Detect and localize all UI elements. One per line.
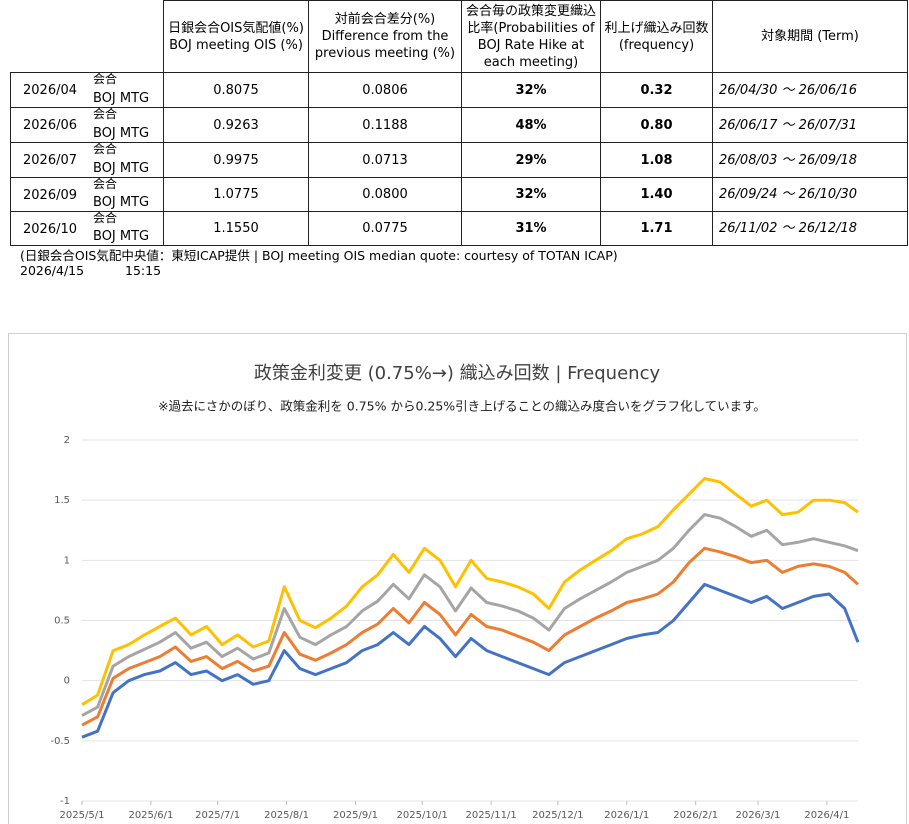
timestamp-time: 15:15 [125, 263, 162, 278]
x-tick-label: 2025/12/1 [532, 810, 583, 821]
series-line [81, 477, 859, 706]
cell-value: 0.0806 [362, 82, 408, 98]
meeting-en: BOJ MTG [93, 91, 150, 106]
x-tick-label: 2026/3/1 [735, 810, 780, 821]
header-text: BOJ Rate Hike at [477, 37, 585, 53]
cell-value: 1.0775 [213, 187, 259, 202]
meeting-month: 2026/04 [23, 83, 78, 98]
term: 26/11/02 ～ 26/12/18 [719, 221, 858, 236]
meeting-month: 2026/06 [23, 118, 78, 133]
term-cell: 26/11/02 ～ 26/12/18 [712, 211, 908, 246]
cell-value: 29% [515, 152, 547, 168]
cell-value: 0.80 [640, 117, 673, 133]
term: 26/04/30 ～ 26/06/16 [719, 82, 858, 98]
cell-value: 31% [515, 221, 547, 236]
meeting-jp: 会合 [93, 107, 118, 121]
meeting-jp: 会合 [93, 211, 118, 225]
cell-value: 32% [515, 82, 547, 98]
header-text: 比率(Probabilities of [467, 20, 595, 36]
note: (日銀会合OIS気配中央値：東短ICAP提供 | BOJ meeting OIS… [20, 248, 618, 263]
meeting-jp: 会合 [93, 177, 118, 191]
cell-value: 0.9263 [213, 117, 259, 133]
x-tick-label: 2025/6/1 [128, 810, 173, 821]
header-text: 対前会合差分(%) [334, 12, 436, 27]
timestamp-date: 2026/4/15 [20, 263, 85, 278]
term: 26/06/17 ～ 26/07/31 [719, 117, 858, 133]
x-tick-label: 2025/9/1 [333, 810, 378, 821]
y-tick-label: -1 [60, 796, 70, 807]
cell-value: 0.0800 [362, 187, 408, 202]
cell-value: 1.1550 [213, 221, 259, 236]
cell-value: 1.08 [640, 152, 673, 168]
series-line [81, 582, 860, 739]
meeting-en: BOJ MTG [93, 126, 150, 141]
header-text: 日銀会合OIS気配値(%) [168, 20, 304, 36]
x-tick-label: 2025/11/1 [465, 810, 516, 821]
header-text: BOJ meeting OIS (%) [169, 37, 303, 53]
meeting-jp: 会合 [93, 142, 118, 156]
cell-value: 0.32 [640, 82, 673, 98]
header-text: (frequency) [618, 37, 695, 53]
x-tick-label: 2025/10/1 [397, 810, 448, 821]
y-tick-label: 0 [64, 676, 70, 687]
meeting-en: BOJ MTG [93, 195, 150, 210]
term-cell: 26/06/17 ～ 26/07/31 [712, 107, 908, 143]
y-tick-label: 1 [64, 555, 70, 566]
meeting-en: BOJ MTG [93, 229, 150, 244]
term: 26/09/24 ～ 26/10/30 [719, 187, 858, 202]
row-label-cell: 2026/10 会合 BOJ MTG [10, 211, 164, 246]
chart-frame [8, 333, 907, 824]
meeting-month: 2026/10 [23, 221, 78, 237]
cell-value: 48% [515, 117, 547, 133]
y-tick-label: -0.5 [50, 736, 70, 747]
meeting-en: BOJ MTG [93, 161, 150, 176]
y-tick-label: 1.5 [54, 495, 70, 506]
header-text: previous meeting (%) [314, 46, 456, 61]
chart-title: 政策金利変更 (0.75%→) 織込み回数 | Frequency [254, 363, 661, 384]
cell-value: 1.40 [640, 187, 673, 202]
x-tick-label: 2026/1/1 [604, 810, 649, 821]
cell-value: 0.9975 [213, 152, 259, 168]
cell-value: 1.71 [640, 221, 673, 236]
x-tick-label: 2026/4/1 [804, 810, 849, 821]
x-tick-label: 2025/7/1 [195, 810, 240, 821]
x-tick-label: 2025/5/1 [60, 810, 105, 821]
x-tick-label: 2026/2/1 [673, 810, 718, 821]
x-tick-label: 2025/8/1 [264, 810, 309, 821]
meeting-month: 2026/07 [23, 153, 78, 168]
y-tick-label: 2 [64, 435, 70, 446]
meeting-jp: 会合 [93, 72, 118, 86]
cell-value: 0.8075 [213, 82, 259, 98]
chart-subtitle: ※過去にさかのぼり、政策金利を 0.75% から0.25%引き上げることの織込み… [158, 399, 766, 414]
header-text: Difference from the [321, 29, 449, 44]
meeting-month: 2026/09 [23, 187, 78, 203]
series-line [81, 546, 860, 727]
header-text: 会合毎の政策変更織込 [465, 3, 596, 19]
header-text: 対象期間 (Term) [761, 29, 859, 44]
y-tick-label: 0.5 [54, 616, 70, 627]
header-text: 利上げ織込み回数 [604, 20, 709, 36]
cell-value: 0.0775 [362, 221, 408, 236]
header-text: each meeting) [483, 54, 579, 70]
cell-value: 32% [515, 187, 547, 202]
term: 26/08/03 ～ 26/09/18 [719, 152, 858, 168]
header-cell: 会合毎の政策変更織込 比率(Probabilities of BOJ Rate Hi… [461, 0, 601, 73]
cell-value: 0.1188 [362, 117, 408, 133]
cell-value: 0.0713 [362, 152, 408, 168]
series-line [81, 513, 859, 717]
header-cell: 利上げ織込み回数 (frequency) [600, 0, 713, 73]
